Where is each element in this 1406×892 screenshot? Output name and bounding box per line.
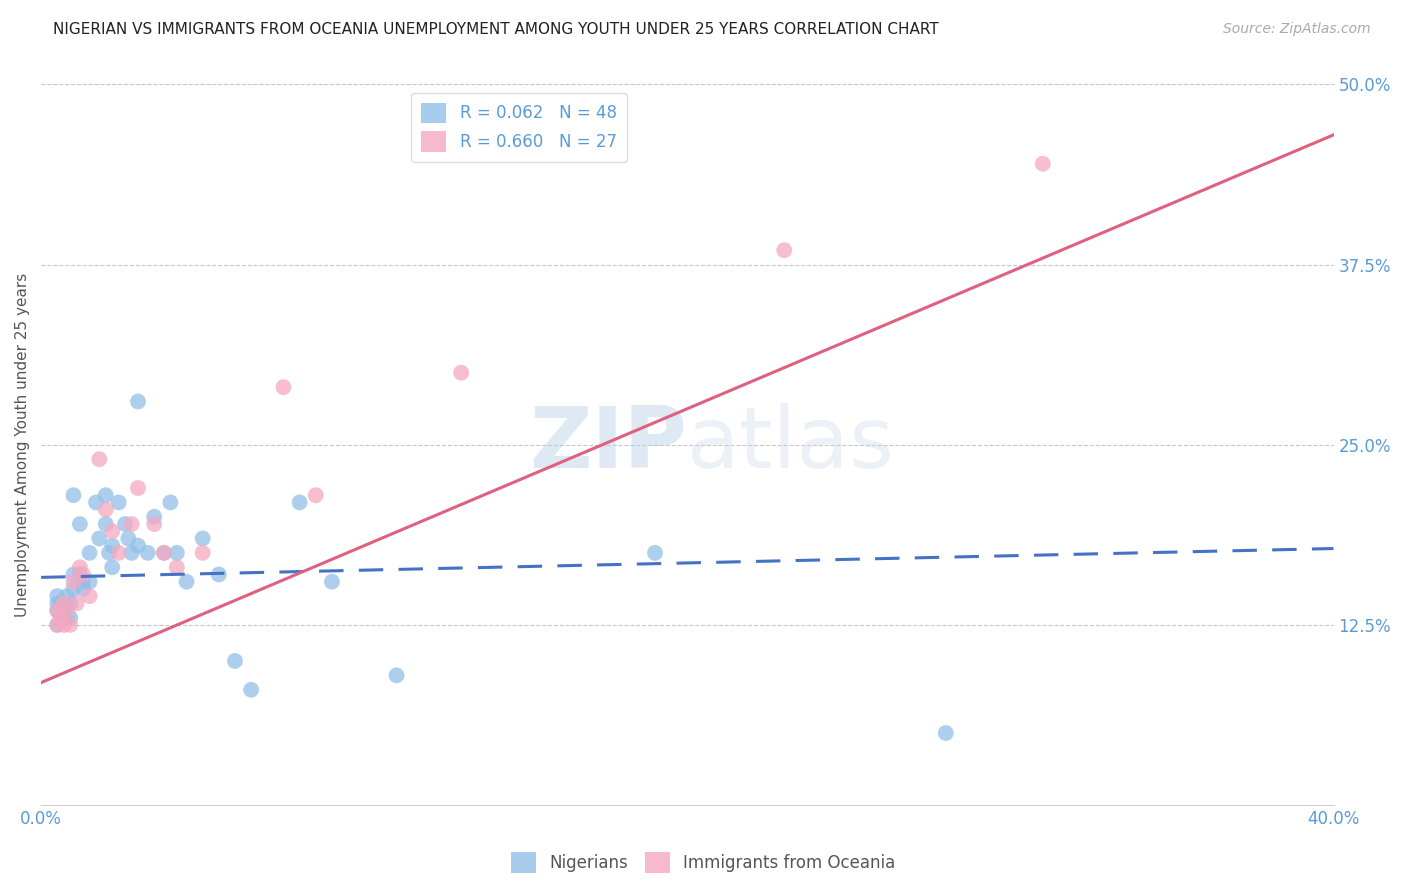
Point	[59, 618, 82, 632]
Point	[136, 546, 159, 560]
Point	[79, 546, 101, 560]
Point	[84, 495, 107, 509]
Point	[49, 596, 72, 610]
Point	[224, 654, 246, 668]
Point	[79, 589, 101, 603]
Point	[72, 582, 94, 596]
Point	[176, 574, 198, 589]
Point	[52, 596, 75, 610]
Point	[121, 546, 143, 560]
Point	[288, 495, 311, 509]
Point	[97, 546, 120, 560]
Point	[935, 726, 957, 740]
Point	[127, 394, 149, 409]
Text: Source: ZipAtlas.com: Source: ZipAtlas.com	[1223, 22, 1371, 37]
Point	[46, 589, 69, 603]
Point	[101, 524, 124, 539]
Text: ZIP: ZIP	[530, 403, 688, 486]
Legend: Nigerians, Immigrants from Oceania: Nigerians, Immigrants from Oceania	[505, 846, 901, 880]
Point	[305, 488, 328, 502]
Point	[127, 481, 149, 495]
Point	[56, 603, 79, 617]
Point	[101, 539, 124, 553]
Point	[72, 574, 94, 589]
Point	[143, 509, 166, 524]
Point	[385, 668, 408, 682]
Point	[62, 488, 84, 502]
Point	[94, 488, 117, 502]
Y-axis label: Unemployment Among Youth under 25 years: Unemployment Among Youth under 25 years	[15, 273, 30, 617]
Point	[46, 603, 69, 617]
Point	[127, 539, 149, 553]
Point	[644, 546, 666, 560]
Text: NIGERIAN VS IMMIGRANTS FROM OCEANIA UNEMPLOYMENT AMONG YOUTH UNDER 25 YEARS CORR: NIGERIAN VS IMMIGRANTS FROM OCEANIA UNEM…	[53, 22, 939, 37]
Point	[94, 516, 117, 531]
Point	[143, 516, 166, 531]
Point	[59, 596, 82, 610]
Point	[79, 574, 101, 589]
Point	[101, 560, 124, 574]
Point	[66, 596, 89, 610]
Point	[69, 567, 91, 582]
Point	[153, 546, 176, 560]
Point	[166, 546, 188, 560]
Point	[191, 532, 214, 546]
Point	[107, 546, 129, 560]
Point	[94, 502, 117, 516]
Point	[89, 452, 111, 467]
Point	[1032, 157, 1054, 171]
Point	[273, 380, 295, 394]
Point	[69, 516, 91, 531]
Text: atlas: atlas	[688, 403, 896, 486]
Point	[153, 546, 176, 560]
Point	[62, 567, 84, 582]
Point	[208, 567, 231, 582]
Legend: R = 0.062   N = 48, R = 0.660   N = 27: R = 0.062 N = 48, R = 0.660 N = 27	[412, 93, 627, 161]
Point	[56, 611, 79, 625]
Point	[321, 574, 343, 589]
Point	[62, 574, 84, 589]
Point	[114, 516, 136, 531]
Point	[89, 532, 111, 546]
Point	[240, 682, 263, 697]
Point	[191, 546, 214, 560]
Point	[773, 243, 796, 257]
Point	[52, 611, 75, 625]
Point	[159, 495, 181, 509]
Point	[46, 618, 69, 632]
Point	[72, 567, 94, 582]
Point	[59, 611, 82, 625]
Point	[121, 516, 143, 531]
Point	[166, 560, 188, 574]
Point	[52, 603, 75, 617]
Point	[69, 560, 91, 574]
Point	[107, 495, 129, 509]
Point	[62, 582, 84, 596]
Point	[450, 366, 472, 380]
Point	[46, 618, 69, 632]
Point	[56, 589, 79, 603]
Point	[46, 603, 69, 617]
Point	[117, 532, 139, 546]
Point	[49, 611, 72, 625]
Point	[52, 618, 75, 632]
Point	[46, 596, 69, 610]
